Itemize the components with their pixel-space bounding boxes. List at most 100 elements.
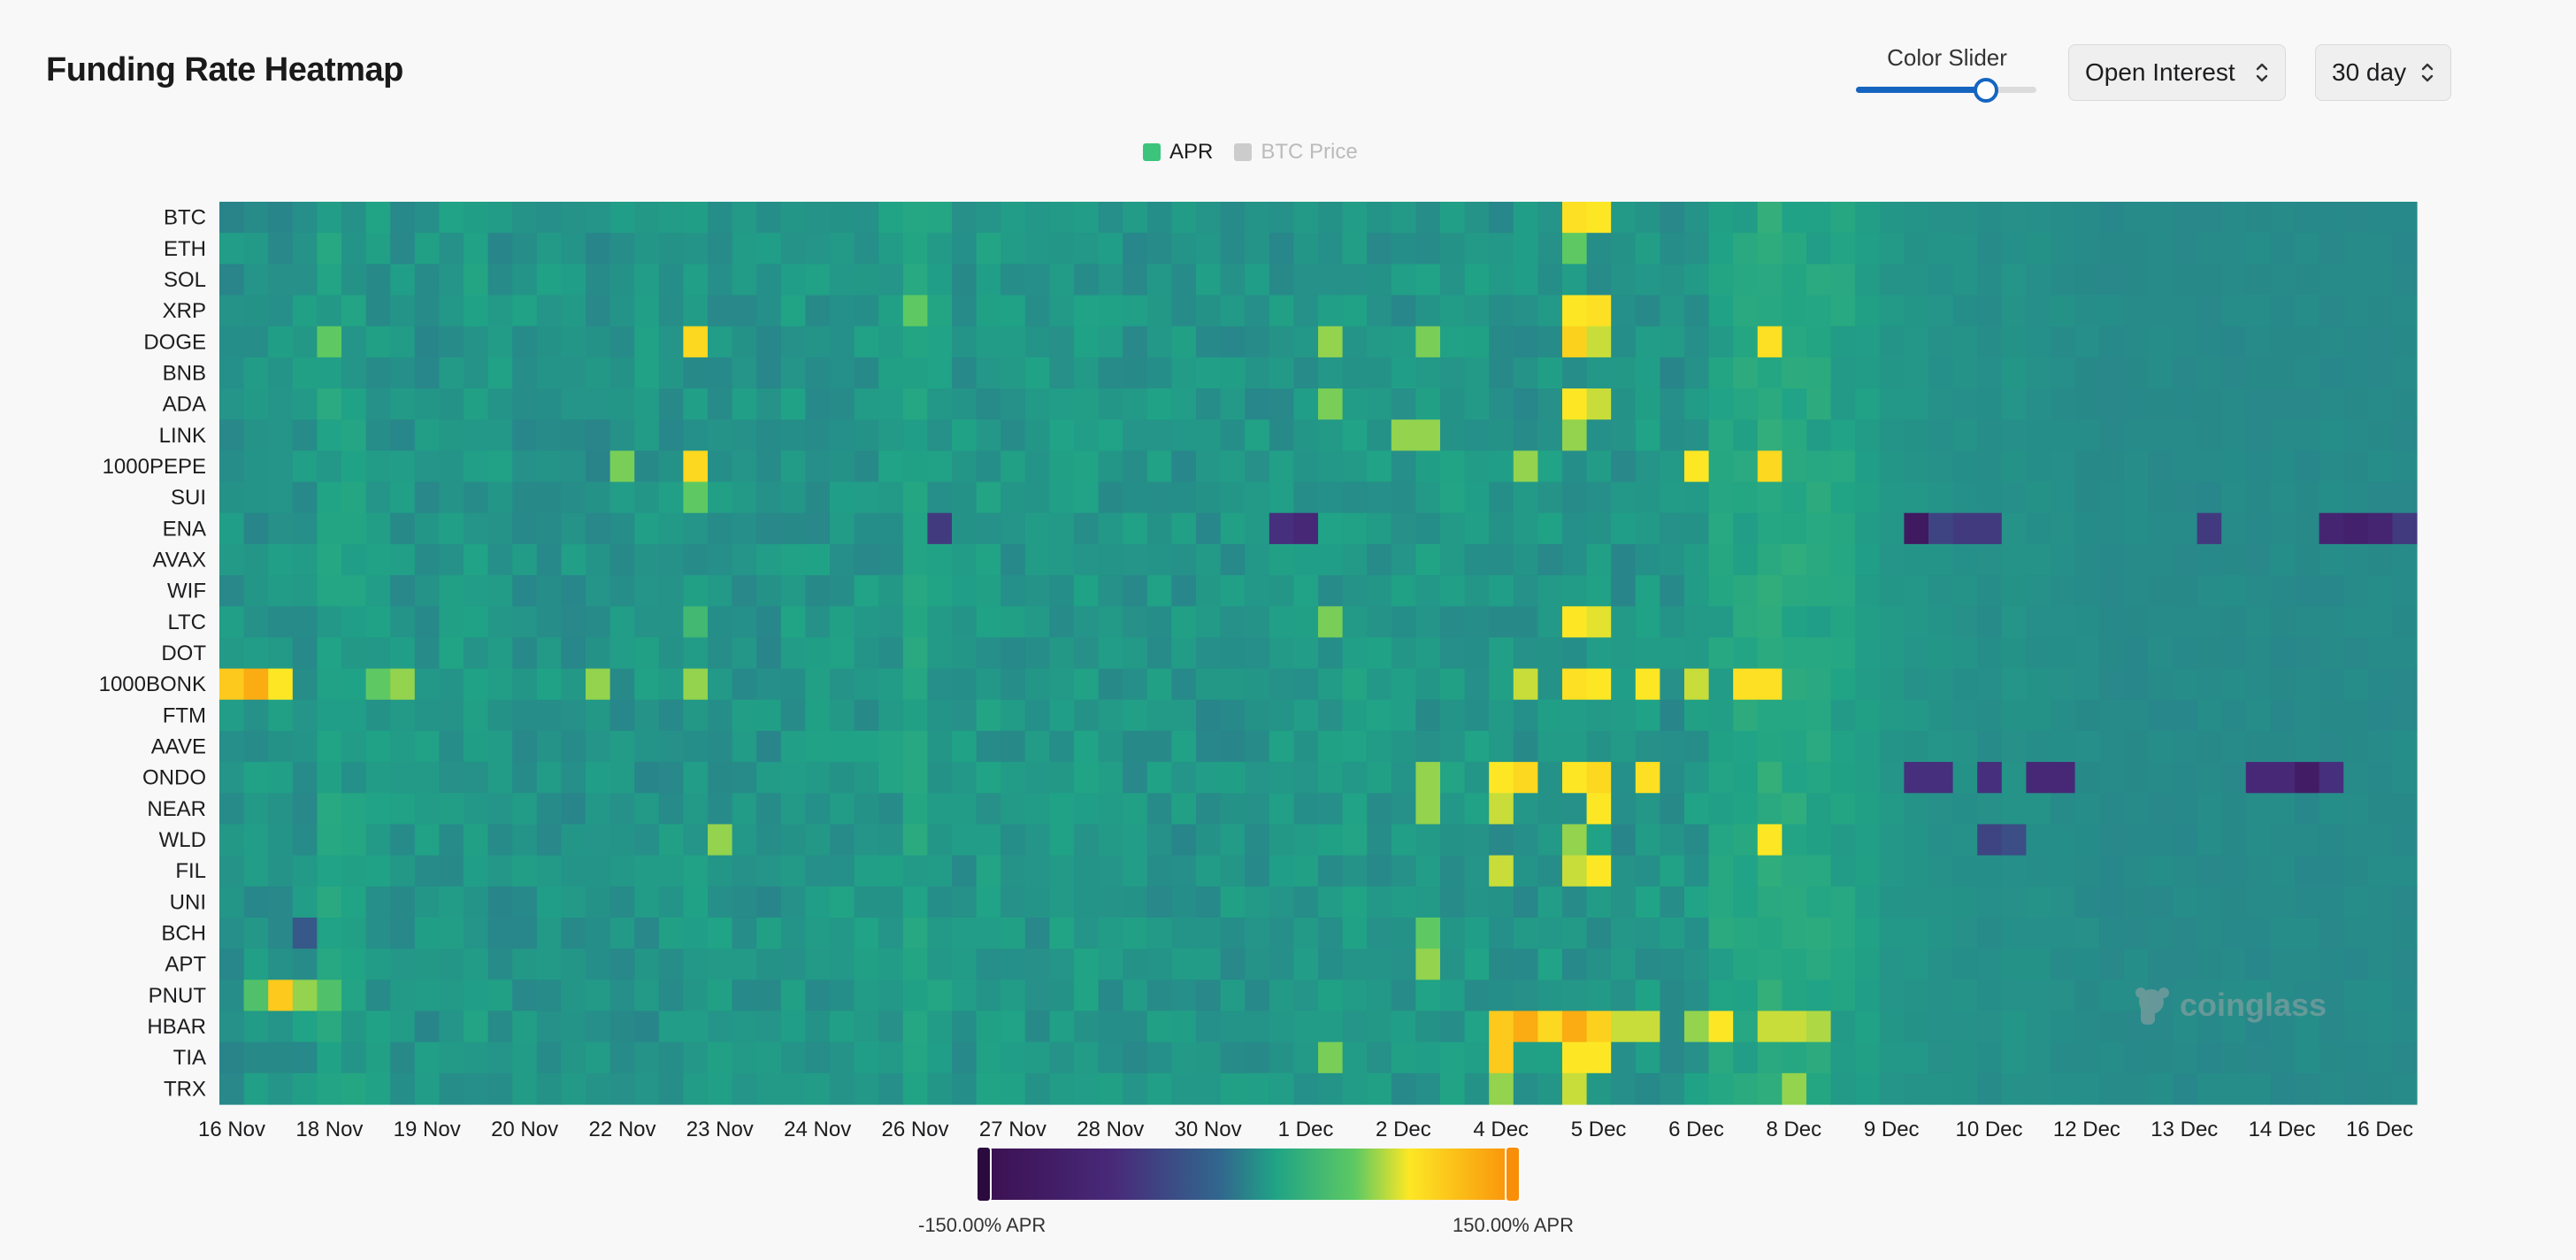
heatmap-cell[interactable] [1367,949,1392,980]
heatmap-cell[interactable] [1318,949,1344,980]
heatmap-cell[interactable] [1024,357,1050,389]
heatmap-cell[interactable] [1000,824,1026,857]
heatmap-cell[interactable] [1367,793,1392,826]
heatmap-cell[interactable] [2221,637,2247,670]
heatmap-cell[interactable] [2148,949,2174,980]
heatmap-cell[interactable] [1684,1041,1710,1074]
heatmap-cell[interactable] [1708,1010,1734,1043]
heatmap-cell[interactable] [1391,233,1416,265]
heatmap-cell[interactable] [927,1041,953,1074]
heatmap-cell[interactable] [2123,730,2149,763]
heatmap-cell[interactable] [1415,668,1441,701]
heatmap-cell[interactable] [2173,233,2198,265]
heatmap-cell[interactable] [610,202,635,234]
heatmap-cell[interactable] [1440,949,1466,980]
heatmap-cell[interactable] [1098,419,1123,451]
heatmap-cell[interactable] [1562,606,1588,639]
heatmap-cell[interactable] [1757,450,1782,483]
heatmap-cell[interactable] [2173,264,2198,296]
heatmap-cell[interactable] [1830,1041,1856,1074]
heatmap-cell[interactable] [317,980,342,1012]
heatmap-cell[interactable] [561,543,586,576]
heatmap-cell[interactable] [2367,388,2393,420]
heatmap-cell[interactable] [512,295,538,327]
heatmap-cell[interactable] [878,233,904,265]
heatmap-cell[interactable] [1708,949,1734,980]
heatmap-cell[interactable] [464,855,489,887]
heatmap-cell[interactable] [780,855,806,887]
heatmap-cell[interactable] [2099,202,2125,234]
heatmap-cell[interactable] [1977,699,2003,732]
heatmap-cell[interactable] [1952,762,1978,794]
heatmap-cell[interactable] [1049,388,1075,420]
heatmap-cell[interactable] [1562,1072,1588,1105]
heatmap-cell[interactable] [268,949,294,980]
heatmap-cell[interactable] [1708,357,1734,389]
heatmap-cell[interactable] [780,699,806,732]
heatmap-cell[interactable] [341,699,367,732]
heatmap-cell[interactable] [2099,512,2125,545]
heatmap-cell[interactable] [1269,917,1294,949]
heatmap-cell[interactable] [1074,357,1100,389]
heatmap-cell[interactable] [439,512,464,545]
heatmap-cell[interactable] [2001,357,2027,389]
heatmap-cell[interactable] [464,886,489,918]
heatmap-cell[interactable] [1952,1010,1978,1043]
heatmap-cell[interactable] [2367,357,2393,389]
heatmap-cell[interactable] [1757,1010,1782,1043]
heatmap-cell[interactable] [756,886,782,918]
heatmap-cell[interactable] [756,637,782,670]
heatmap-cell[interactable] [1757,575,1782,607]
heatmap-cell[interactable] [1635,264,1660,296]
heatmap-cell[interactable] [1806,512,1832,545]
heatmap-cell[interactable] [1269,202,1294,234]
heatmap-cell[interactable] [1977,886,2003,918]
heatmap-cell[interactable] [1293,1010,1319,1043]
heatmap-cell[interactable] [1146,419,1172,451]
heatmap-cell[interactable] [512,762,538,794]
heatmap-cell[interactable] [2123,388,2149,420]
heatmap-cell[interactable] [976,233,1001,265]
heatmap-cell[interactable] [1391,419,1416,451]
heatmap-cell[interactable] [414,543,440,576]
heatmap-cell[interactable] [1074,668,1100,701]
heatmap-cell[interactable] [902,1072,928,1105]
heatmap-cell[interactable] [487,886,513,918]
heatmap-cell[interactable] [683,606,709,639]
heatmap-cell[interactable] [1733,233,1759,265]
heatmap-cell[interactable] [780,886,806,918]
legend-item-btc-price[interactable]: BTC Price [1234,140,1358,165]
heatmap-cell[interactable] [1855,917,1881,949]
heatmap-cell[interactable] [805,762,831,794]
heatmap-cell[interactable] [1049,233,1075,265]
heatmap-cell[interactable] [414,730,440,763]
heatmap-cell[interactable] [1928,295,1954,327]
heatmap-cell[interactable] [2221,762,2247,794]
heatmap-cell[interactable] [317,295,342,327]
heatmap-cell[interactable] [952,264,978,296]
heatmap-cell[interactable] [487,824,513,857]
heatmap-cell[interactable] [1952,699,1978,732]
heatmap-cell[interactable] [1928,793,1954,826]
heatmap-cell[interactable] [610,886,635,918]
heatmap-cell[interactable] [952,1010,978,1043]
heatmap-cell[interactable] [2074,917,2100,949]
heatmap-cell[interactable] [1415,543,1441,576]
heatmap-cell[interactable] [2026,543,2051,576]
heatmap-cell[interactable] [1733,762,1759,794]
heatmap-cell[interactable] [2319,543,2344,576]
heatmap-cell[interactable] [805,1041,831,1074]
heatmap-cell[interactable] [2221,575,2247,607]
heatmap-cell[interactable] [1952,886,1978,918]
heatmap-cell[interactable] [512,637,538,670]
heatmap-cell[interactable] [292,980,318,1012]
heatmap-cell[interactable] [610,855,635,887]
heatmap-cell[interactable] [1245,917,1270,949]
heatmap-cell[interactable] [1928,730,1954,763]
heatmap-cell[interactable] [487,388,513,420]
heatmap-cell[interactable] [1220,980,1246,1012]
heatmap-cell[interactable] [1537,762,1563,794]
heatmap-cell[interactable] [805,917,831,949]
heatmap-cell[interactable] [634,295,660,327]
heatmap-cell[interactable] [1684,917,1710,949]
